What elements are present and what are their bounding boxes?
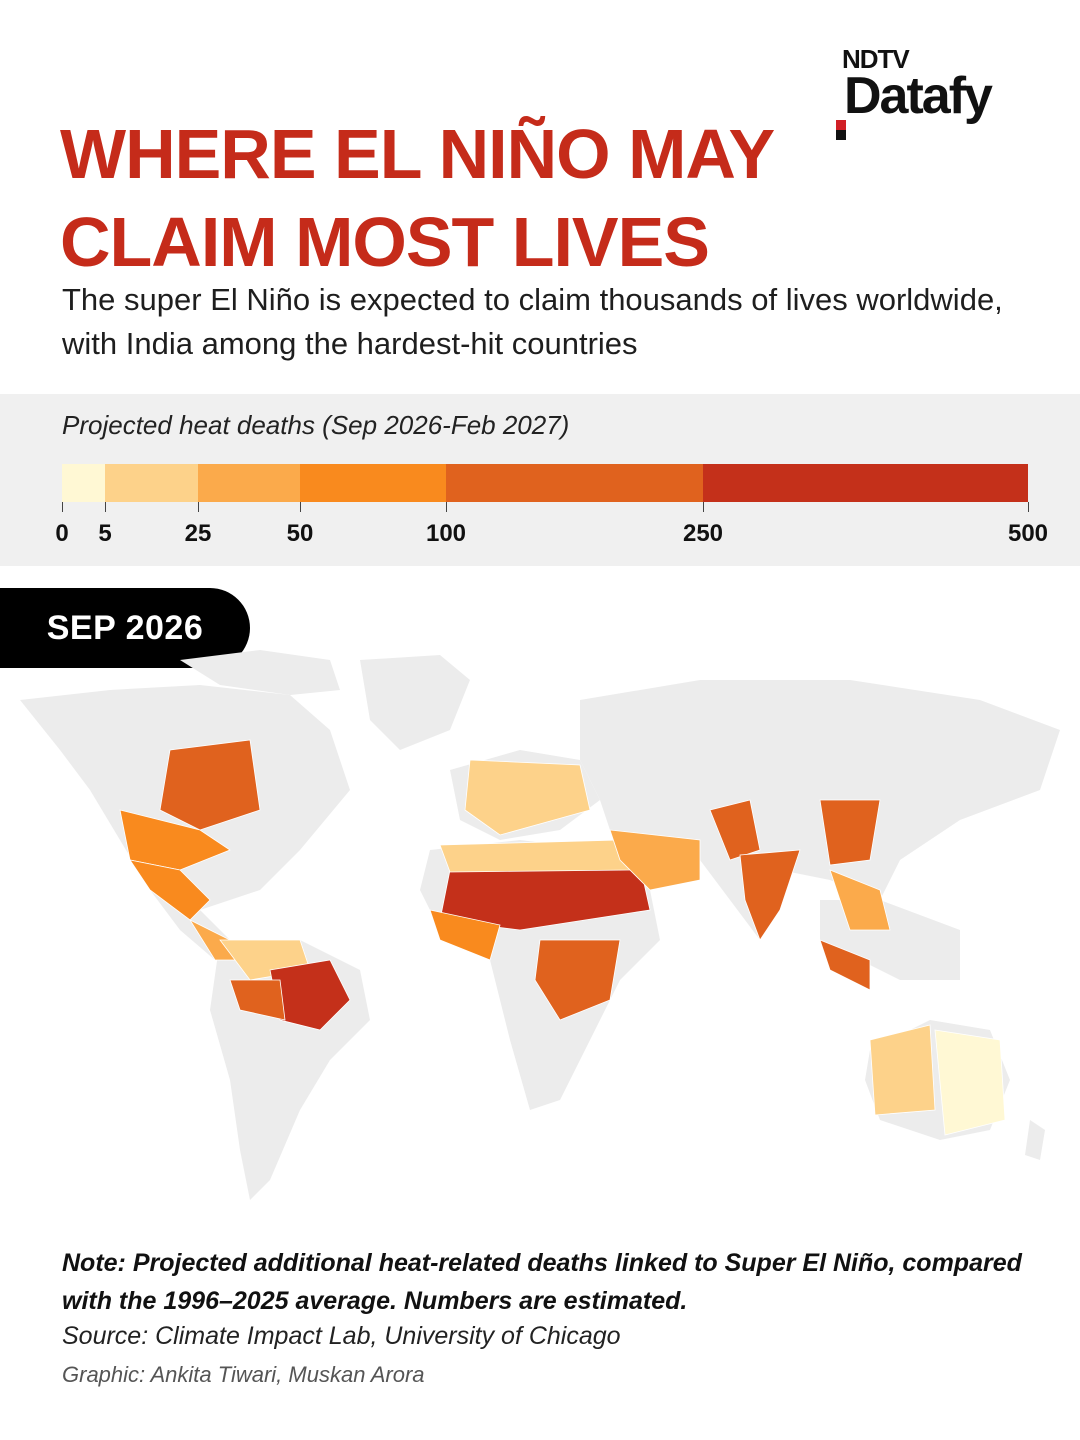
region-eastern-china: Eastern China: [819, 799, 881, 866]
legend-tick: [446, 502, 447, 512]
legend-segment: [105, 464, 198, 502]
legend-tick: [1028, 502, 1029, 512]
region-indonesia: Indonesia: [819, 939, 871, 991]
land-new-zealand: [1025, 1120, 1045, 1160]
region-west-africa: West Africa: [429, 909, 501, 961]
region-central-africa: Central Africa: [534, 939, 621, 1021]
legend-tick: [703, 502, 704, 512]
legend-segment: [300, 464, 446, 502]
page-subtitle: The super El Niño is expected to claim t…: [62, 282, 1003, 361]
logo-ndtv: NDTV: [842, 44, 910, 74]
legend-tick: [62, 502, 63, 512]
logo-red-square-icon: [836, 120, 846, 130]
legend-segment: [446, 464, 703, 502]
legend-label: 25: [184, 520, 212, 547]
legend-label: 5: [98, 520, 112, 547]
region-middle-east: Middle East: [609, 829, 701, 891]
logo-black-square-icon: [836, 130, 846, 140]
logo-datafy: Datafy: [844, 67, 993, 125]
region-north-africa: North Africa: [439, 839, 631, 873]
legend-title: Projected heat deaths (Sep 2026-Feb 2027…: [62, 410, 570, 440]
credit-text: Graphic: Ankita Tiwari, Muskan Arora: [62, 1362, 425, 1387]
source-text: Source: Climate Impact Lab, University o…: [62, 1322, 621, 1350]
region-india: India: [739, 849, 801, 941]
land-canada-arctic: [180, 650, 340, 695]
region-southern-us: Southern United States: [119, 809, 231, 871]
legend-segment: [198, 464, 300, 502]
land-asia: [580, 680, 1060, 940]
legend-tick: [105, 502, 106, 512]
legend-tick: [198, 502, 199, 512]
month-label: SEP 2026: [0, 588, 250, 668]
legend-label: 100: [425, 520, 467, 547]
legend-label: 250: [682, 520, 724, 547]
legend-tick: [300, 502, 301, 512]
legend-label: 0: [55, 520, 69, 547]
note-text: Note: Projected additional heat-related …: [62, 1249, 1022, 1315]
legend-label: 500: [1007, 520, 1049, 547]
region-pakistan: Pakistan: [709, 799, 761, 861]
region-mexico: Mexico: [129, 859, 211, 921]
region-europe: Europe: [464, 759, 591, 836]
legend-label: 50: [286, 520, 314, 547]
region-western-australia: Western Australia: [869, 1024, 936, 1116]
region-bolivia-peru: Bolivia/Peru: [229, 979, 286, 1021]
land-greenland: [360, 655, 470, 750]
ndtv-datafy-logo: NDTV Datafy: [836, 44, 1041, 140]
page-title: WHERE EL NIÑO MAY CLAIM MOST LIVES: [60, 115, 774, 281]
legend-segment: [703, 464, 1028, 502]
world-map: Central United States Southern United St…: [20, 650, 1060, 1200]
region-eastern-australia: Eastern Australia: [934, 1029, 1006, 1136]
region-southeast-asia: Southeast Asia: [829, 869, 891, 931]
legend-segment: [62, 464, 105, 502]
legend-color-scale: [62, 464, 1028, 502]
impact-regions: Central United States Southern United St…: [119, 739, 1006, 1136]
region-central-us: Central United States: [159, 739, 261, 831]
